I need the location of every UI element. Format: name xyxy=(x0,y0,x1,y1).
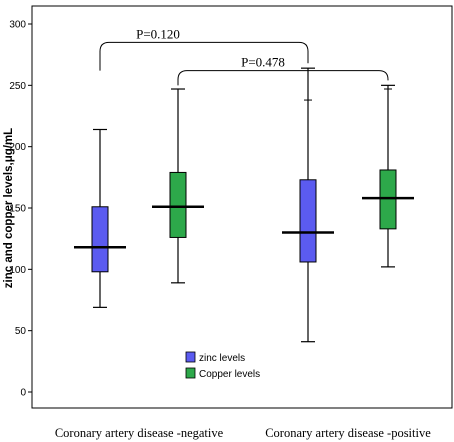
legend: zinc levels Copper levels xyxy=(185,351,260,380)
category-label: Coronary artery disease -positive xyxy=(265,426,431,440)
y-tick-label: 150 xyxy=(9,204,26,215)
y-axis: 0 50 100 150 200 250 300 xyxy=(9,20,32,399)
p-value-label: P=0.478 xyxy=(241,55,285,70)
x-axis-categories: Coronary artery disease -negative Coronar… xyxy=(55,426,431,440)
y-tick-label: 0 xyxy=(20,388,26,399)
legend-swatch xyxy=(185,367,196,379)
y-tick-label: 300 xyxy=(9,20,26,31)
y-tick-label: 50 xyxy=(15,326,27,337)
boxes xyxy=(74,67,414,343)
plot-frame xyxy=(31,5,453,409)
p-value-bracket xyxy=(99,41,309,71)
y-tick-label: 250 xyxy=(9,81,26,92)
y-tick-label: 200 xyxy=(9,142,26,153)
p-value-brackets: P=0.120 P=0.478 xyxy=(99,26,389,86)
category-label: Coronary artery disease -negative xyxy=(55,426,224,440)
p-value-label: P=0.120 xyxy=(136,26,180,41)
iqr-box xyxy=(169,171,187,238)
legend-label: Copper levels xyxy=(199,369,260,380)
y-tick-label: 100 xyxy=(9,265,26,276)
legend-swatch xyxy=(185,351,196,363)
y-axis-label: zinc and copper levels,μg/mL xyxy=(3,128,15,288)
legend-label: zinc levels xyxy=(199,353,245,364)
box-zinc-0 xyxy=(74,128,126,308)
box-copper-0 xyxy=(152,88,204,284)
iqr-box xyxy=(299,179,317,263)
box-zinc-1 xyxy=(282,67,334,343)
p-value-bracket xyxy=(177,70,389,86)
box-copper-1 xyxy=(362,84,414,268)
iqr-box xyxy=(91,206,109,273)
